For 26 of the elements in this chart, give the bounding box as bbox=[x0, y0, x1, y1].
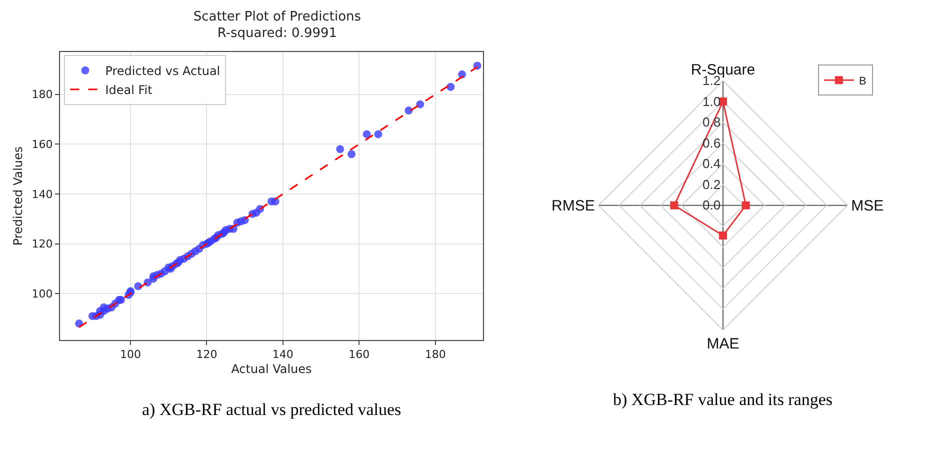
x-tick-label: 100 bbox=[120, 348, 141, 362]
spoke-label: R-Square bbox=[690, 61, 756, 78]
y-tick-label: 120 bbox=[32, 238, 53, 251]
x-tick-label: 140 bbox=[272, 348, 294, 362]
y-axis-title: Predicted Values bbox=[11, 146, 26, 246]
y-tick-label: 0.2 bbox=[702, 176, 721, 192]
legend-label: Ideal Fit bbox=[105, 83, 153, 98]
spoke-label: RMSE bbox=[552, 198, 595, 215]
spoke-label: MSE bbox=[851, 198, 884, 215]
y-tick-label: 0.6 bbox=[702, 135, 721, 150]
text: b) XGB-RF value and its ranges bbox=[613, 390, 833, 409]
x-axis-title: Actual Values bbox=[231, 362, 312, 376]
legend-label: Predicted vs Actual bbox=[105, 64, 220, 78]
chart-subtitle: R-squared: 0.9991 bbox=[217, 26, 338, 42]
x-tick-label: 120 bbox=[196, 348, 218, 362]
y-tick-label: 100 bbox=[32, 288, 53, 301]
legend-label: B bbox=[858, 75, 866, 88]
x-tick-label: 180 bbox=[424, 348, 446, 362]
chart-title: Scatter Plot of Predictions bbox=[193, 9, 362, 24]
y-tick-label: 160 bbox=[32, 138, 53, 152]
y-tick-label: 140 bbox=[32, 188, 53, 201]
spoke-label: MAE bbox=[706, 336, 740, 352]
text: a) XGB-RF actual vs predicted values bbox=[142, 400, 402, 419]
y-tick-label: 0.4 bbox=[702, 156, 721, 172]
y-tick-label: 180 bbox=[32, 88, 53, 102]
x-tick-label: 160 bbox=[348, 348, 370, 362]
